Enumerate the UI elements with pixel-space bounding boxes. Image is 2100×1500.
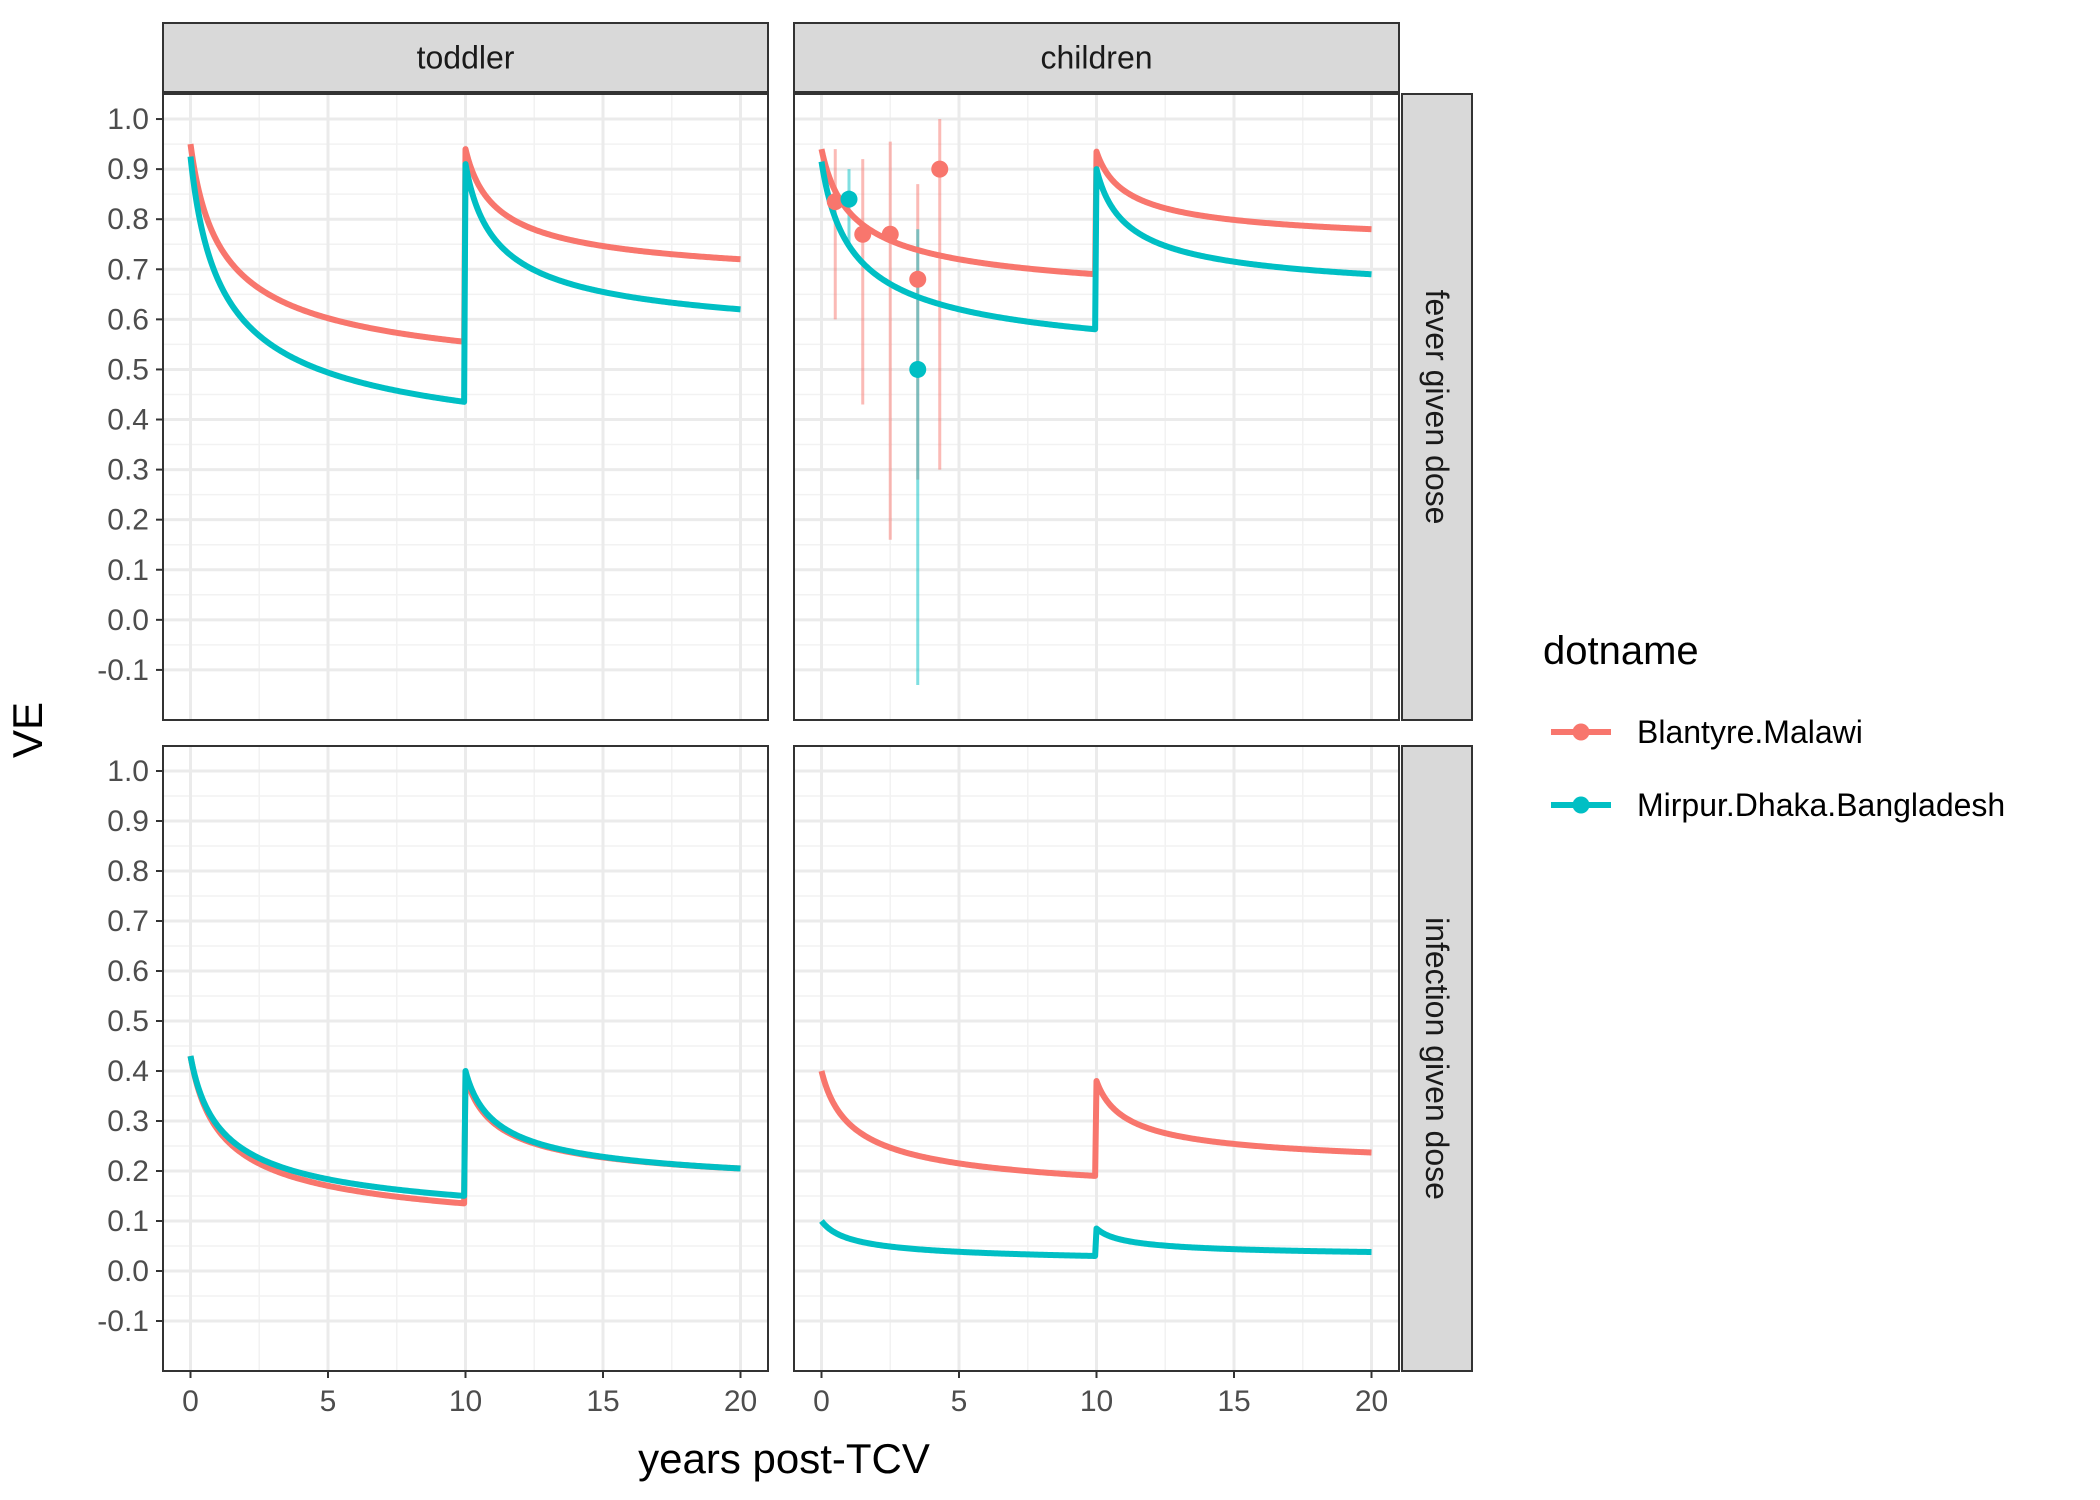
y-axis-title: VE bbox=[4, 702, 51, 758]
x-tick-label: 15 bbox=[586, 1385, 619, 1418]
x-tick-label: 0 bbox=[182, 1385, 199, 1418]
panel-border bbox=[162, 93, 769, 721]
panel-toddler-fever-given-dose bbox=[162, 93, 769, 721]
data-point bbox=[931, 160, 949, 178]
x-tick-label: 20 bbox=[1355, 1385, 1388, 1418]
legend-label: Mirpur.Dhaka.Bangladesh bbox=[1637, 787, 2005, 823]
panels-layer bbox=[162, 93, 1400, 1372]
data-point bbox=[881, 225, 899, 243]
y-tick-label: 0.6 bbox=[107, 955, 149, 988]
y-tick-label: 0.5 bbox=[107, 353, 149, 386]
legend-key-point bbox=[1572, 796, 1590, 814]
legend-title: dotname bbox=[1543, 629, 1699, 673]
data-point bbox=[909, 360, 927, 378]
facet-strip-fever-given-dose bbox=[1401, 93, 1473, 721]
y-tick-label: 0.2 bbox=[107, 504, 149, 537]
y-tick-label: 0.0 bbox=[107, 604, 149, 637]
y-tick-label: 0.1 bbox=[107, 1205, 149, 1238]
y-tick-label: 0.9 bbox=[107, 153, 149, 186]
y-tick-label: 0.5 bbox=[107, 1005, 149, 1038]
legend-label: Blantyre.Malawi bbox=[1637, 714, 1863, 750]
facet-label-fever-given-dose: fever given dose bbox=[1419, 290, 1455, 525]
facet-strip-children bbox=[793, 22, 1400, 93]
facet-label-children: children bbox=[1040, 40, 1152, 76]
panel-border bbox=[793, 93, 1400, 721]
x-tick-label: 0 bbox=[813, 1385, 830, 1418]
data-point bbox=[826, 193, 844, 211]
y-tick-label: 0.4 bbox=[107, 1055, 149, 1088]
series-line-Blantyre.Malawi bbox=[818, 148, 1374, 278]
x-axis-title: years post-TCV bbox=[638, 1435, 930, 1482]
y-tick-label: 0.8 bbox=[107, 855, 149, 888]
y-tick-label: -0.1 bbox=[97, 1305, 149, 1338]
x-tick-label: 10 bbox=[1080, 1385, 1113, 1418]
data-point bbox=[840, 190, 858, 208]
x-tick-label: 5 bbox=[320, 1385, 337, 1418]
data-point bbox=[854, 225, 872, 243]
series-line-Mirpur.Dhaka.Bangladesh bbox=[819, 1219, 1374, 1259]
panel-toddler-infection-given-dose bbox=[162, 745, 769, 1372]
series-line-Mirpur.Dhaka.Bangladesh bbox=[187, 1055, 743, 1199]
facet-label-infection-given-dose: infection given dose bbox=[1419, 917, 1455, 1200]
legend: dotname Blantyre.Malawi Mirpur.Dhaka.Bang… bbox=[1543, 629, 2005, 823]
y-tick-label: 0.7 bbox=[107, 905, 149, 938]
series-line-Mirpur.Dhaka.Bangladesh bbox=[818, 161, 1374, 333]
legend-key-point bbox=[1572, 723, 1590, 741]
y-tick-label: -0.1 bbox=[97, 654, 149, 687]
y-tick-label: 0.0 bbox=[107, 1255, 149, 1288]
series-line-Mirpur.Dhaka.Bangladesh bbox=[187, 156, 743, 405]
y-tick-label: 0.1 bbox=[107, 554, 149, 587]
x-tick-label: 20 bbox=[724, 1385, 757, 1418]
y-tick-label: 0.6 bbox=[107, 303, 149, 336]
panel-children-infection-given-dose bbox=[793, 745, 1400, 1372]
axes-layer: -0.1 0.0 0.1 0.2 0.3 0.4 0.5 0.6 0.7 0.8 0.9 1.0 -0.… bbox=[97, 103, 1388, 1418]
y-tick-label: 0.8 bbox=[107, 203, 149, 236]
y-tick-label: 0.3 bbox=[107, 454, 149, 487]
facet-strip-infection-given-dose bbox=[1401, 745, 1473, 1372]
facet-label-toddler: toddler bbox=[417, 40, 515, 76]
x-tick-label: 5 bbox=[951, 1385, 968, 1418]
facet-strips: toddler children fever given dose infection… bbox=[162, 22, 1473, 1372]
x-tick-label: 10 bbox=[449, 1385, 482, 1418]
panel-children-fever-given-dose bbox=[793, 93, 1400, 721]
y-tick-label: 0.2 bbox=[107, 1155, 149, 1188]
x-tick-label: 15 bbox=[1217, 1385, 1250, 1418]
y-tick-label: 1.0 bbox=[107, 755, 149, 788]
data-point bbox=[909, 270, 927, 288]
y-tick-label: 0.7 bbox=[107, 253, 149, 286]
y-tick-label: 1.0 bbox=[107, 103, 149, 136]
y-tick-label: 0.4 bbox=[107, 404, 149, 437]
y-tick-label: 0.9 bbox=[107, 805, 149, 838]
y-tick-label: 0.3 bbox=[107, 1105, 149, 1138]
series-line-Blantyre.Malawi bbox=[187, 143, 743, 345]
series-line-Blantyre.Malawi bbox=[818, 1070, 1374, 1179]
facet-strip-toddler bbox=[162, 22, 769, 93]
